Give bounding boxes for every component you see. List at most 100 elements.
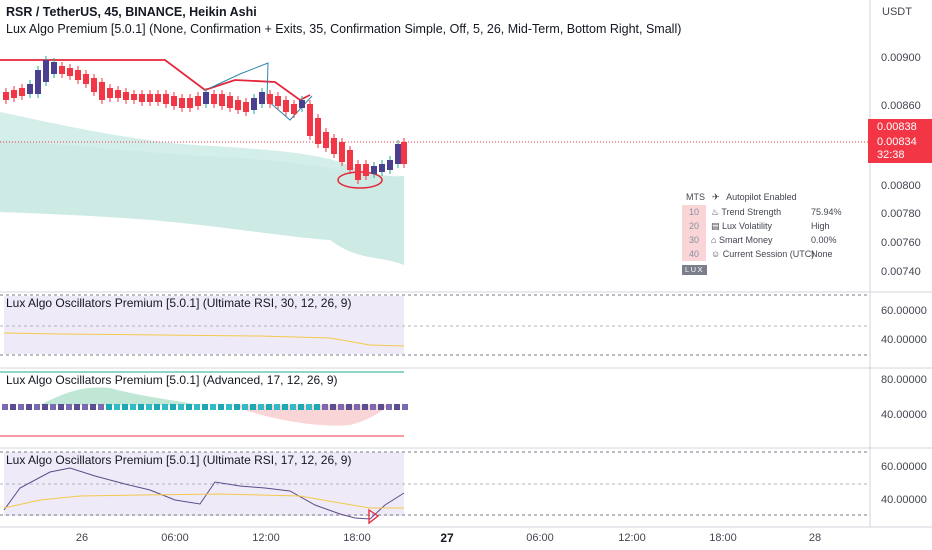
candle-body	[107, 88, 113, 98]
candle-body	[195, 96, 201, 106]
chart-icon: ▤	[711, 221, 720, 231]
price-label: 0.00800	[881, 180, 921, 192]
osc2-bar	[322, 404, 328, 410]
osc2-bar	[10, 404, 16, 410]
osc2-bar	[74, 404, 80, 410]
dashboard-row-value: High	[811, 221, 830, 231]
osc2-bar	[282, 404, 288, 410]
osc2-bar	[386, 404, 392, 410]
osc2-green-area	[40, 387, 200, 405]
indicator-legend[interactable]: Lux Algo Premium [5.0.1] (None, Confirma…	[6, 22, 682, 36]
osc2-bar	[218, 404, 224, 410]
candle-body	[3, 92, 9, 100]
candle-body	[331, 138, 337, 154]
dashboard-row-label: Lux Volatility	[722, 221, 773, 231]
dashboard-row-value: 0.00%	[811, 235, 837, 245]
osc1-label: 60.00000	[881, 305, 927, 317]
osc2-bar	[258, 404, 264, 410]
osc2-bar	[34, 404, 40, 410]
candle-body	[147, 94, 153, 102]
osc2-bar	[370, 404, 376, 410]
currency-label: USDT	[882, 6, 912, 18]
price-label: 0.00740	[881, 266, 921, 278]
osc2-bar	[378, 404, 384, 410]
osc2-bar	[226, 404, 232, 410]
osc1-signal	[3, 332, 405, 347]
osc2-bar	[314, 404, 320, 410]
osc3-title[interactable]: Lux Algo Oscillators Premium [5.0.1] (Ul…	[6, 453, 352, 467]
dashboard-row: ☺ Current Session (UTC)	[711, 249, 814, 259]
candle-body	[291, 104, 297, 114]
candle-body	[131, 94, 137, 100]
osc2-bar	[362, 404, 368, 410]
dashboard-row-value: None	[811, 249, 833, 259]
osc2-label: 40.00000	[881, 409, 927, 421]
chart-title: RSR / TetherUS, 45, BINANCE, Heikin Ashi	[6, 5, 257, 19]
candle-body	[171, 96, 177, 106]
osc2-bar	[290, 404, 296, 410]
candle-body	[283, 100, 289, 112]
candle-body	[187, 98, 193, 108]
osc2-bar	[18, 404, 24, 410]
candle-body	[339, 142, 345, 162]
candle-body	[347, 150, 353, 170]
dashboard-row-num: 40	[682, 247, 706, 261]
osc3-signal-triangle	[368, 508, 380, 525]
candle-body	[363, 164, 369, 176]
lux-brand: LUX	[682, 265, 708, 275]
osc2-bar	[42, 404, 48, 410]
dashboard-row-label: Smart Money	[718, 235, 773, 245]
dashboard-row-num: 30	[682, 233, 706, 247]
osc2-bar	[242, 404, 248, 410]
time-label-day: 27	[440, 531, 454, 545]
dashboard-row-label: Current Session (UTC)	[722, 249, 815, 259]
candle-body	[163, 94, 169, 104]
dashboard-row: ▤ Lux Volatility	[711, 221, 772, 232]
osc2-bar	[50, 404, 56, 410]
dashboard-row: ⌂ Smart Money	[711, 235, 772, 245]
current-price-tag: 0.00834 32:38	[868, 135, 932, 163]
osc2-bar	[90, 404, 96, 410]
osc2-bar	[98, 404, 104, 410]
candle-body	[395, 144, 401, 164]
price-label: 0.00900	[881, 52, 921, 64]
dashboard-row-num: 20	[682, 219, 706, 233]
candle-body	[227, 96, 233, 108]
osc2-label: 80.00000	[881, 374, 927, 386]
candle-body	[59, 66, 65, 74]
price-label: 0.00780	[881, 208, 921, 220]
candles-group	[3, 56, 407, 184]
candle-body	[19, 88, 25, 96]
cloud-ribbon-upper	[0, 112, 340, 170]
osc2-bar	[402, 404, 408, 410]
candle-body	[99, 82, 105, 100]
candle-body	[259, 92, 265, 104]
osc2-bar	[338, 404, 344, 410]
candle-body	[51, 62, 57, 74]
candle-body	[11, 90, 17, 98]
candle-body	[275, 96, 281, 106]
osc2-bar	[170, 404, 176, 410]
osc3-label: 60.00000	[881, 461, 927, 473]
last-price-tag: 0.00838	[868, 119, 932, 135]
candle-body	[355, 164, 361, 180]
osc3-label: 40.00000	[881, 494, 927, 506]
osc2-bar	[354, 404, 360, 410]
osc2-bar	[298, 404, 304, 410]
time-label: 12:00	[618, 532, 646, 544]
time-label: 28	[808, 532, 822, 544]
osc2-bar	[330, 404, 336, 410]
candle-body	[211, 94, 217, 104]
osc1-title[interactable]: Lux Algo Oscillators Premium [5.0.1] (Ul…	[6, 296, 352, 310]
dashboard-header: MTS	[686, 192, 705, 202]
osc2-title[interactable]: Lux Algo Oscillators Premium [5.0.1] (Ad…	[6, 373, 338, 387]
osc2-bar	[186, 404, 192, 410]
osc2-bar	[274, 404, 280, 410]
dashboard-row-label: Trend Strength	[721, 207, 782, 217]
osc2-bar	[194, 404, 200, 410]
osc2-bar	[162, 404, 168, 410]
osc2-bar	[26, 404, 32, 410]
osc2-bar	[178, 404, 184, 410]
osc2-bar	[234, 404, 240, 410]
